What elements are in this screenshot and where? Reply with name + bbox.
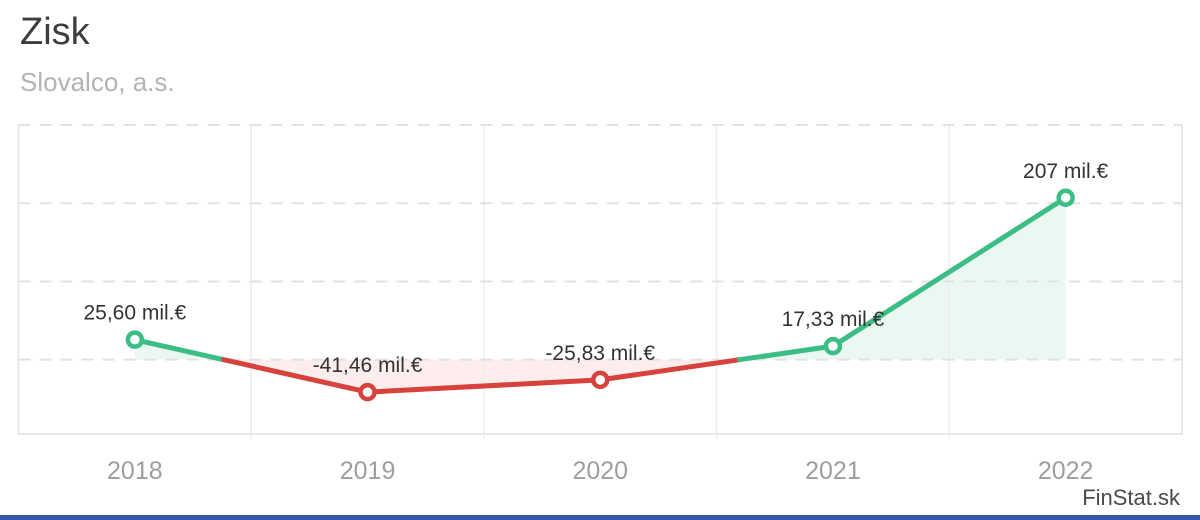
data-point-2019[interactable]	[358, 382, 377, 402]
page-title: Zisk	[20, 11, 90, 53]
data-label-2021: 17,33 mil.€	[782, 308, 885, 331]
data-point-2018[interactable]	[125, 330, 145, 349]
data-label-2020: -25,83 mil.€	[545, 342, 655, 365]
brand-bar	[0, 515, 1200, 520]
profit-line-negative	[221, 357, 743, 395]
data-label-2018: 25,60 mil.€	[83, 302, 186, 325]
negative-area-fill	[223, 359, 740, 393]
data-point-2020[interactable]	[591, 370, 610, 390]
x-tick-label-2022: 2022	[1038, 457, 1094, 485]
x-tick-label-2020: 2020	[572, 457, 628, 485]
x-tick-label-2021: 2021	[805, 457, 861, 485]
data-label-2022: 207 mil.€	[1023, 160, 1109, 183]
profit-line-positive	[132, 337, 227, 363]
positive-area-fill	[739, 197, 1066, 360]
data-point-2022[interactable]	[1056, 188, 1075, 208]
plot-border	[17, 125, 1183, 435]
x-tick-label-2018: 2018	[107, 457, 163, 485]
data-label-2019: -41,46 mil.€	[313, 354, 423, 377]
data-point-2021[interactable]	[823, 336, 843, 356]
x-tick-label-2019: 2019	[340, 457, 396, 485]
company-subtitle: Slovalco, a.s.	[20, 67, 175, 97]
finstat-brand-watermark: FinStat.sk	[1082, 485, 1180, 510]
